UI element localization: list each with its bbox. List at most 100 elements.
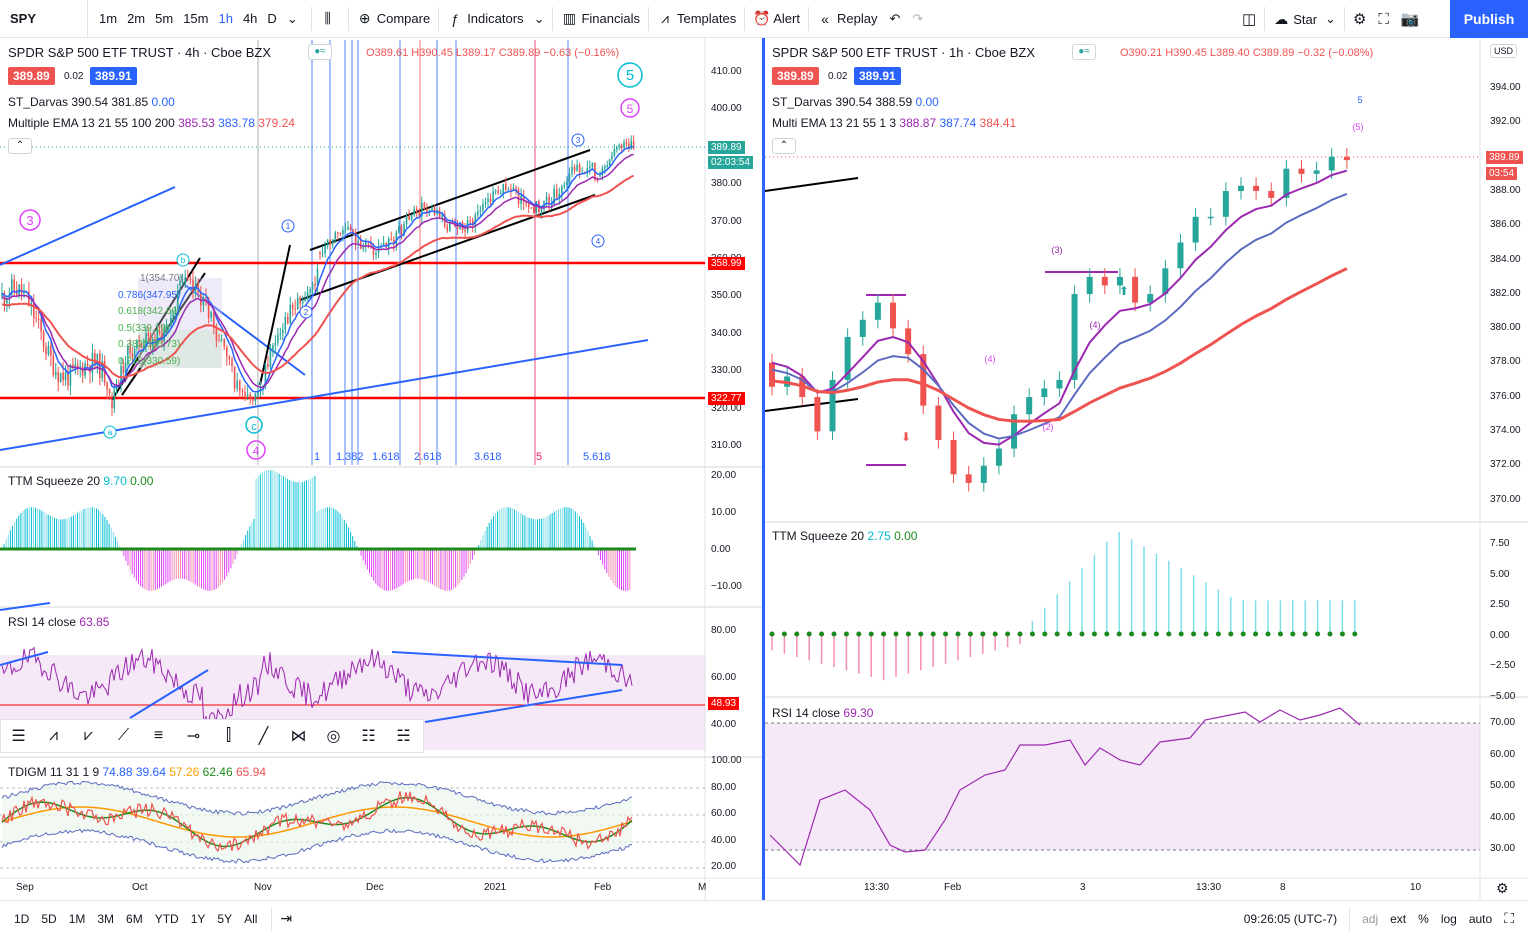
- range-1d[interactable]: 1D: [14, 911, 30, 926]
- tf-2m[interactable]: 2m: [127, 11, 146, 26]
- candle-body: [405, 215, 408, 225]
- pattern-tool-icon[interactable]: ⩘: [48, 727, 59, 744]
- left-ask-box[interactable]: 389.91: [90, 67, 137, 85]
- publish-button[interactable]: Publish: [1450, 0, 1528, 38]
- opt-percent[interactable]: %: [1418, 911, 1429, 926]
- candle-body: [515, 187, 517, 190]
- range-5y[interactable]: 5Y: [217, 911, 233, 926]
- gann-tool-icon[interactable]: ◎: [326, 728, 341, 745]
- bottom-toolbar: 1D 5D 1M 3M 6M YTD 1Y 5Y All ⇥ 09:26:05 …: [0, 900, 1528, 936]
- star-button[interactable]: ☁ Star ⌄: [1267, 0, 1342, 38]
- candle-body: [94, 353, 96, 365]
- tf-5m[interactable]: 5m: [155, 11, 174, 26]
- left-time-tick: M: [698, 882, 707, 893]
- r-wave-label: (3): [1052, 245, 1063, 255]
- r-ttm-dot: [1327, 631, 1333, 637]
- trendline-tool-icon[interactable]: ⟋: [117, 727, 130, 744]
- chevron-down-icon[interactable]: ⌄: [286, 10, 298, 26]
- indicators-button[interactable]: ƒ Indicators ⌄: [441, 0, 550, 38]
- right-time-tick: 8: [1280, 882, 1286, 893]
- replay-button[interactable]: « Replay: [811, 0, 883, 38]
- tf-d[interactable]: D: [267, 11, 277, 26]
- candle-body: [561, 186, 563, 194]
- axis-settings-gear-icon[interactable]: ⚙: [1496, 880, 1509, 896]
- templates-button[interactable]: ⩘ Templates: [651, 0, 742, 38]
- right-bid-box[interactable]: 389.89: [772, 67, 819, 85]
- darvas-v2: 381.85: [111, 95, 149, 109]
- range-1y[interactable]: 1Y: [190, 911, 206, 926]
- abcd-tool-icon[interactable]: ⩗: [83, 727, 94, 744]
- symbol-search[interactable]: SPY: [0, 0, 88, 38]
- right-eye-icon[interactable]: ●≈: [1072, 44, 1096, 60]
- r-wave-label: (5): [1353, 122, 1364, 132]
- ema-v3: 379.24: [258, 116, 295, 130]
- range-all[interactable]: All: [244, 911, 258, 926]
- opt-ext[interactable]: ext: [1390, 911, 1407, 926]
- pane-divider[interactable]: [762, 38, 765, 900]
- r-candle-body: [1086, 276, 1093, 295]
- left-bid-box[interactable]: 389.89: [8, 67, 55, 85]
- opt-log[interactable]: log: [1440, 911, 1457, 926]
- tf-4h[interactable]: 4h: [242, 11, 258, 26]
- right-ema-legend: Multi EMA 13 21 55 1 3 388.87 387.74 384…: [772, 116, 1016, 130]
- candle-body: [484, 202, 487, 204]
- chart-type-button[interactable]: ⫼: [314, 0, 346, 38]
- r-ttm-dot: [1290, 631, 1296, 637]
- bars-tool-icon[interactable]: ⫿: [225, 727, 232, 744]
- range-5d[interactable]: 5D: [41, 911, 57, 926]
- r-ttm-dot: [1104, 631, 1110, 637]
- right-collapse-legend-button[interactable]: ⌃: [772, 138, 796, 154]
- fib-time-label: 1: [314, 451, 321, 463]
- candle-body: [623, 141, 625, 149]
- snapshot-button[interactable]: 📷: [1395, 0, 1426, 38]
- horizontal-line-tool-icon[interactable]: ⊸: [186, 728, 201, 745]
- r-darvas-v2: 388.59: [875, 95, 913, 109]
- range-ytd[interactable]: YTD: [154, 911, 179, 926]
- left-eye-icon[interactable]: ●≈: [308, 44, 332, 60]
- range-6m[interactable]: 6M: [126, 911, 143, 926]
- up-arrow-icon: ⬆: [1119, 284, 1129, 298]
- settings-tool-icon[interactable]: ☵: [396, 728, 411, 745]
- tdi-tick: 60.00: [711, 808, 737, 819]
- r-rsi-tick: 40.00: [1490, 811, 1516, 823]
- left-collapse-legend-button[interactable]: ⌃: [8, 138, 32, 154]
- opt-auto[interactable]: auto: [1468, 911, 1493, 926]
- redo-button[interactable]: ↷: [906, 0, 929, 38]
- tf-1m[interactable]: 1m: [99, 11, 118, 26]
- channel-tool-icon[interactable]: ☷: [361, 728, 376, 745]
- right-ask-box[interactable]: 389.91: [854, 67, 901, 85]
- currency-label[interactable]: USD: [1490, 44, 1518, 58]
- chart-canvas[interactable]: 3 5 5 4 c 1 2 3 4 a b 5 (5) (3) (4) (4) (2) ⬇ ⬆: [0, 0, 1528, 900]
- candle-body: [236, 380, 238, 389]
- compare-button[interactable]: ⊕ Compare: [351, 0, 436, 38]
- settings-button[interactable]: ⚙: [1347, 0, 1372, 38]
- tf-1h[interactable]: 1h: [218, 11, 233, 26]
- candle-body: [289, 304, 292, 324]
- clock[interactable]: 09:26:05 (UTC-7): [1243, 911, 1338, 926]
- alert-button[interactable]: ⏰ Alert: [747, 0, 806, 38]
- candle-body: [505, 183, 507, 190]
- r-ttm-dot: [943, 631, 949, 637]
- range-3m[interactable]: 3M: [97, 911, 115, 926]
- r-candle-body: [1192, 216, 1199, 243]
- goto-date-icon[interactable]: ⇥: [280, 910, 293, 926]
- opt-adj[interactable]: adj: [1362, 911, 1379, 926]
- tf-15m[interactable]: 15m: [183, 11, 209, 26]
- range-1m[interactable]: 1M: [68, 911, 86, 926]
- undo-button[interactable]: ↶: [883, 0, 906, 38]
- fullscreen-button[interactable]: ⛶: [1372, 0, 1395, 38]
- xabcd-tool-icon[interactable]: ⋈: [290, 728, 307, 745]
- ray-tool-icon[interactable]: ╱: [258, 728, 269, 745]
- layout-button[interactable]: ◫: [1236, 0, 1262, 38]
- right-channel-bottom: [764, 398, 859, 412]
- candle-body: [413, 208, 415, 215]
- trendline-upper-left: [0, 186, 176, 266]
- fullscreen-corner-icon[interactable]: ⛶: [1504, 910, 1514, 926]
- fib-level-label: 0.236(330.59): [118, 355, 181, 367]
- lines-tool-icon[interactable]: ☰: [11, 728, 26, 745]
- fib-tool-icon[interactable]: ≡: [153, 727, 164, 744]
- financials-button[interactable]: ▥ Financials: [555, 0, 646, 38]
- rsi-tick: 80.00: [711, 625, 737, 636]
- alert-label: Alert: [773, 11, 800, 26]
- gear-icon: ⚙: [1352, 11, 1367, 28]
